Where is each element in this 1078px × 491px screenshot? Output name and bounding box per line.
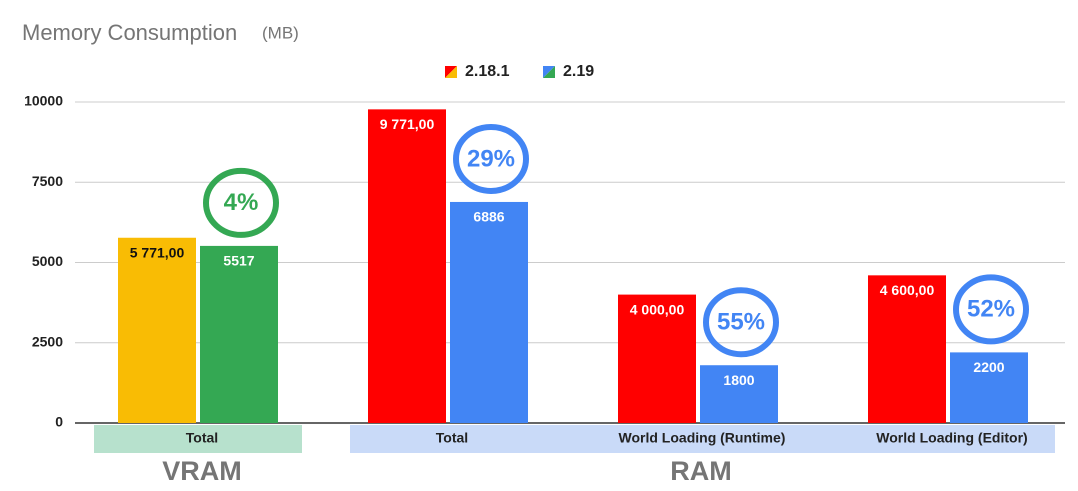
- legend-swatch: [543, 66, 555, 78]
- bar: [950, 352, 1028, 423]
- annotation-circle: [703, 287, 779, 358]
- annotation-circle: [203, 167, 279, 238]
- y-tick-label: 2500: [32, 333, 63, 349]
- bar: [200, 245, 278, 423]
- legend-swatch: [445, 66, 457, 78]
- group-label: RAM: [670, 456, 732, 486]
- legend-label: 2.18.1: [465, 63, 510, 80]
- value-label: 4 600,00: [880, 282, 935, 298]
- y-tick-label: 10000: [24, 93, 63, 109]
- x-tick-label: Total: [436, 430, 468, 446]
- value-label: 5517: [223, 253, 254, 269]
- bar: [618, 294, 696, 423]
- value-label: 4 000,00: [630, 301, 685, 317]
- group-label: VRAM: [162, 456, 242, 486]
- annotation: 4%: [224, 189, 259, 216]
- annotation: 55%: [717, 309, 765, 336]
- bar: [450, 201, 528, 423]
- y-tick-label: 0: [55, 414, 63, 430]
- y-tick-label: 7500: [32, 173, 63, 189]
- group-band: [350, 425, 1055, 453]
- x-tick-label: World Loading (Editor): [876, 430, 1027, 446]
- chart-title: Memory Consumption: [22, 20, 237, 45]
- value-label: 2200: [973, 359, 1004, 375]
- value-label: 1800: [723, 372, 754, 388]
- annotation: 29%: [467, 145, 515, 172]
- legend-label: 2.19: [563, 63, 594, 80]
- annotation: 52%: [967, 296, 1015, 323]
- x-tick-label: World Loading (Runtime): [619, 430, 786, 446]
- bar: [868, 275, 946, 423]
- value-label: 9 771,00: [380, 116, 435, 132]
- group-band: [94, 425, 302, 453]
- annotation-circle: [953, 274, 1029, 345]
- x-tick-label: Total: [186, 430, 218, 446]
- annotation-circle: [453, 123, 529, 194]
- bar: [700, 365, 778, 423]
- bar: [368, 109, 446, 424]
- bar: [118, 237, 196, 423]
- y-tick-label: 5000: [32, 253, 63, 269]
- value-label: 5 771,00: [130, 244, 185, 260]
- chart-subtitle: (MB): [262, 23, 299, 42]
- value-label: 6886: [473, 209, 504, 225]
